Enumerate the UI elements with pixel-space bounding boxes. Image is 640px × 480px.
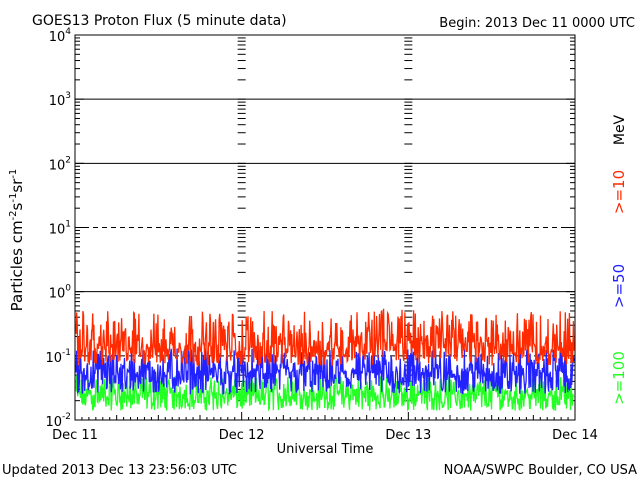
updated-label: Updated 2013 Dec 13 23:56:03 UTC: [2, 463, 237, 478]
y-tick-label: 101: [49, 220, 71, 238]
y-tick-label: 10-1: [45, 348, 71, 366]
x-tick-label: Dec 13: [385, 428, 431, 443]
x-tick-label: Dec 11: [52, 428, 98, 443]
legend-ge10: >=10: [610, 170, 628, 214]
x-axis-label: Universal Time: [277, 442, 374, 457]
legend-ge100: >=100: [610, 351, 628, 405]
source-label: NOAA/SWPC Boulder, CO USA: [444, 463, 637, 478]
y-tick-label: 102: [49, 155, 71, 173]
x-tick-label: Dec 12: [219, 428, 265, 443]
y-tick-label: 10-2: [45, 412, 71, 430]
x-tick-label: Dec 14: [552, 428, 598, 443]
unit-label: MeV: [612, 114, 628, 145]
y-tick-label: 100: [49, 284, 72, 302]
y-axis-label: Particles cm-2s-1sr-1: [8, 169, 26, 312]
y-tick-label: 104: [49, 27, 72, 45]
series-line-ge50: [75, 348, 575, 395]
chart-title: GOES13 Proton Flux (5 minute data): [32, 13, 287, 29]
legend-ge50: >=50: [610, 264, 628, 308]
series-line-ge10: [75, 308, 575, 367]
begin-label: Begin: 2013 Dec 11 0000 UTC: [439, 16, 635, 31]
y-tick-label: 103: [49, 91, 71, 109]
